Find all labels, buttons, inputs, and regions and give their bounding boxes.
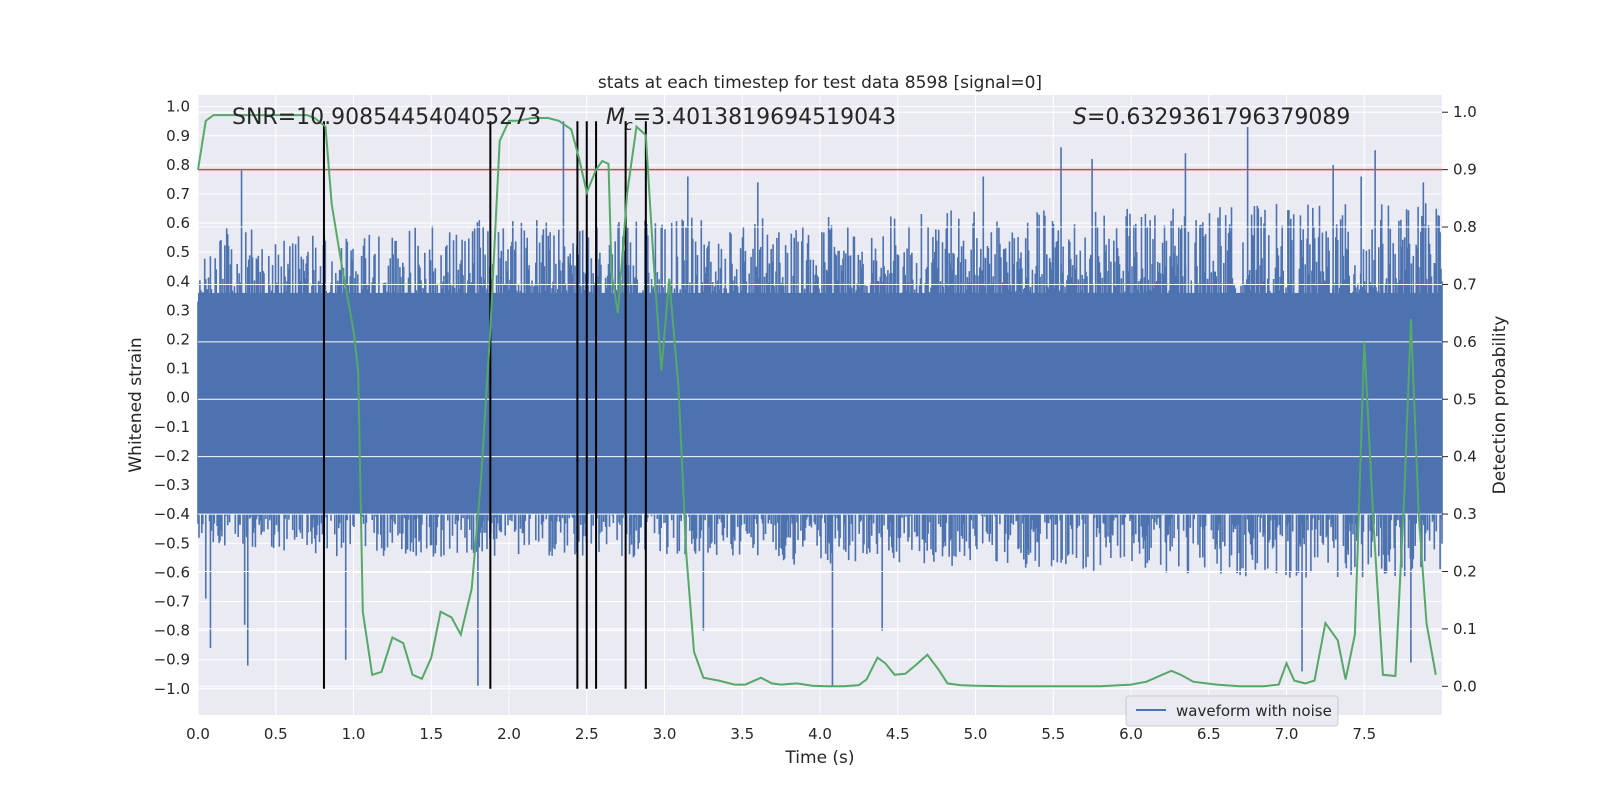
right-y-tick-label: 0.6: [1453, 333, 1477, 351]
left-y-tick-label: −0.3: [154, 476, 190, 494]
left-y-tick-label: −0.6: [154, 563, 190, 581]
s-value: =0.6329361796379089: [1087, 105, 1350, 130]
right-y-tick-label: 0.2: [1453, 562, 1477, 580]
chirp-mass-annotation: Mc=3.4013819694519043: [606, 105, 896, 134]
x-tick-label: 6.0: [1119, 725, 1143, 743]
x-tick-label: 3.0: [653, 725, 677, 743]
snr-annotation: SNR=10.908544540405273: [232, 105, 541, 130]
x-tick-label: 7.0: [1275, 725, 1299, 743]
right-y-tick-label: 0.4: [1453, 448, 1477, 466]
x-axis-ticks: 0.0 0.5 1.0 1.5 2.0 2.5 3.0 3.5 4.0 4.5 5.0 5.5 6.0 6…: [186, 725, 1376, 743]
left-y-tick-label: −0.7: [154, 592, 190, 610]
left-y-tick-label: −1.0: [154, 680, 190, 698]
left-y-tick-label: −0.5: [154, 534, 190, 552]
x-tick-label: 3.5: [730, 725, 754, 743]
left-y-tick-label: 0.5: [166, 243, 190, 261]
probability-line: [197, 114, 1437, 688]
x-tick-label: 0.0: [186, 725, 210, 743]
strain-core-band: [198, 292, 1442, 515]
left-y-tick-label: 1.0: [166, 98, 190, 116]
left-y-tick-label: 0.9: [166, 127, 190, 145]
vertical-markers: [322, 121, 647, 689]
x-tick-label: 0.5: [264, 725, 288, 743]
right-y-tick-label: 1.0: [1453, 103, 1477, 121]
left-y-tick-label: −0.2: [154, 447, 190, 465]
left-y-axis-ticks: 1.0 0.9 0.8 0.7 0.6 0.5 0.4 0.3 0.2 0.1 0.0 −0.1 −0.…: [154, 98, 190, 698]
left-y-tick-label: −0.8: [154, 622, 190, 640]
right-y-tick-label: 0.1: [1453, 620, 1477, 638]
left-y-tick-label: −0.1: [154, 418, 190, 436]
right-y-tick-label: 0.8: [1453, 218, 1477, 236]
chirp-mass-value: =3.4013819694519043: [633, 105, 896, 130]
x-tick-label: 1.5: [419, 725, 443, 743]
x-tick-label: 4.0: [808, 725, 832, 743]
x-tick-label: 7.5: [1352, 725, 1376, 743]
right-y-tick-label: 0.9: [1453, 161, 1477, 179]
x-axis-label: Time (s): [784, 748, 854, 768]
chart-title: stats at each timestep for test data 859…: [598, 73, 1042, 93]
legend-box: [1125, 695, 1339, 727]
x-tick-label: 6.5: [1197, 725, 1221, 743]
left-y-tick-label: 0.1: [166, 360, 190, 378]
left-y-tick-label: 0.4: [166, 272, 190, 290]
left-y-tick-label: 0.8: [166, 156, 190, 174]
x-tick-label: 5.0: [964, 725, 988, 743]
left-y-axis-label: Whitened strain: [126, 337, 146, 472]
chirp-mass-subscript: c: [625, 118, 633, 134]
x-tick-label: 4.5: [886, 725, 910, 743]
left-y-tick-label: −0.4: [154, 505, 190, 523]
x-tick-label: 2.5: [575, 725, 599, 743]
left-y-tick-label: 0.7: [166, 185, 190, 203]
x-tick-label: 5.5: [1041, 725, 1065, 743]
right-y-axis-label: Detection probability: [1490, 316, 1510, 495]
right-y-tick-label: 0.3: [1453, 505, 1477, 523]
left-y-tick-label: 0.2: [166, 331, 190, 349]
right-y-tick-label: 0.0: [1453, 677, 1477, 695]
x-tick-label: 1.0: [342, 725, 366, 743]
s-annotation: S=0.6329361796379089: [1073, 105, 1350, 130]
chirp-mass-symbol: M: [606, 105, 625, 130]
right-y-tick-label: 0.7: [1453, 275, 1477, 293]
legend: waveform with noise: [1125, 695, 1339, 727]
left-y-tick-label: 0.6: [166, 214, 190, 232]
right-y-tick-label: 0.5: [1453, 390, 1477, 408]
legend-label: waveform with noise: [1176, 702, 1332, 720]
s-symbol: S: [1073, 105, 1087, 130]
right-y-axis-ticks: 1.0 0.9 0.8 0.7 0.6 0.5 0.4 0.3 0.2 0.1 0.0: [1442, 103, 1477, 695]
x-tick-label: 2.0: [497, 725, 521, 743]
left-y-tick-label: −0.9: [154, 651, 190, 669]
strain-series: [197, 121, 1443, 686]
left-y-tick-label: 0.3: [166, 301, 190, 319]
left-y-tick-label: 0.0: [166, 389, 190, 407]
